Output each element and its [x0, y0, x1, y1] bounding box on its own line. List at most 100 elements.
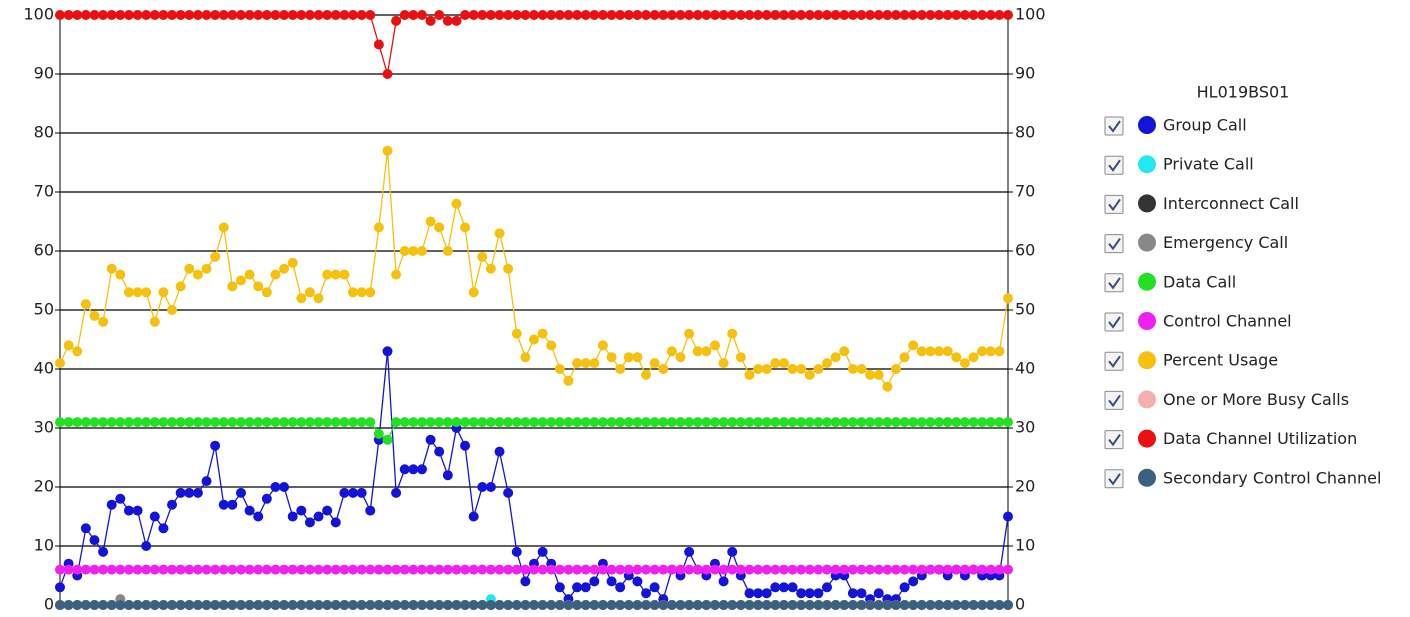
- data-point: [235, 600, 246, 610]
- legend-checkbox[interactable]: [1104, 116, 1124, 136]
- data-point: [80, 10, 91, 20]
- data-point: [899, 417, 910, 428]
- legend-item: One or More Busy Calls: [1104, 390, 1349, 410]
- data-point: [959, 564, 970, 575]
- data-point: [537, 10, 548, 20]
- data-point: [115, 269, 126, 280]
- y-tick-label: 90: [34, 64, 54, 83]
- legend-checkbox[interactable]: [1104, 430, 1124, 450]
- data-point: [494, 600, 505, 610]
- data-point: [615, 600, 626, 610]
- data-point: [615, 582, 626, 593]
- legend-checkbox[interactable]: [1104, 194, 1124, 214]
- data-point: [218, 10, 229, 20]
- data-point: [55, 600, 65, 610]
- legend-checkbox[interactable]: [1104, 469, 1124, 489]
- data-point: [313, 511, 324, 522]
- data-point: [89, 417, 100, 428]
- legend-checkbox[interactable]: [1104, 312, 1124, 332]
- data-point: [330, 564, 341, 575]
- data-point: [132, 10, 143, 20]
- y2-tick-label: 10: [1015, 536, 1035, 555]
- data-point: [839, 346, 850, 357]
- data-point: [72, 600, 83, 610]
- data-point: [322, 505, 333, 516]
- data-point: [279, 417, 290, 428]
- data-point: [89, 10, 100, 20]
- legend-label: Group Call: [1163, 116, 1247, 135]
- data-point: [192, 487, 203, 498]
- y-tick-label: 20: [34, 477, 54, 496]
- data-point: [399, 464, 410, 475]
- legend-checkbox[interactable]: [1104, 234, 1124, 254]
- data-point: [537, 328, 548, 339]
- data-point: [908, 340, 919, 351]
- data-point: [804, 369, 815, 380]
- data-point: [968, 564, 979, 575]
- data-point: [408, 246, 419, 256]
- data-point: [744, 10, 755, 20]
- legend-checkbox[interactable]: [1104, 390, 1124, 410]
- data-point: [442, 15, 453, 26]
- legend-swatch: [1138, 233, 1156, 252]
- data-point: [942, 600, 953, 610]
- data-point: [158, 564, 169, 575]
- data-point: [865, 600, 876, 610]
- legend-checkbox[interactable]: [1104, 273, 1124, 293]
- data-point: [460, 600, 471, 610]
- series: [55, 600, 1013, 610]
- data-point: [167, 10, 178, 20]
- data-point: [227, 499, 238, 510]
- data-point: [434, 417, 445, 428]
- data-point: [529, 334, 539, 345]
- data-point: [63, 340, 74, 351]
- data-point: [365, 600, 376, 610]
- data-point: [227, 10, 238, 20]
- data-point: [744, 417, 755, 428]
- data-point: [89, 564, 100, 575]
- data-point: [899, 600, 910, 610]
- data-point: [830, 10, 841, 20]
- data-point: [804, 588, 815, 599]
- data-point: [235, 417, 246, 428]
- data-point: [279, 600, 290, 610]
- data-point: [641, 369, 652, 380]
- data-point: [796, 417, 807, 428]
- data-point: [977, 600, 988, 610]
- data-point: [348, 487, 359, 498]
- data-point: [322, 564, 333, 575]
- legend-item: Private Call: [1104, 155, 1254, 175]
- data-point: [580, 10, 591, 20]
- data-point: [882, 10, 893, 20]
- data-point: [460, 222, 471, 233]
- data-point: [434, 564, 445, 575]
- data-point: [701, 600, 712, 610]
- data-point: [847, 600, 858, 610]
- data-point: [356, 417, 367, 428]
- y2-tick-label: 0: [1015, 595, 1025, 614]
- data-point: [684, 10, 695, 20]
- data-point: [485, 10, 496, 20]
- data-point: [942, 564, 953, 575]
- data-point: [63, 600, 74, 610]
- data-point: [606, 10, 617, 20]
- data-point: [727, 564, 738, 575]
- data-point: [468, 10, 479, 20]
- y2-tick-label: 90: [1015, 64, 1035, 83]
- legend-label: Interconnect Call: [1163, 194, 1299, 213]
- data-point: [554, 582, 565, 593]
- data-point: [709, 417, 720, 428]
- data-point: [106, 600, 117, 610]
- data-point: [856, 588, 867, 599]
- data-point: [606, 564, 617, 575]
- data-point: [623, 352, 634, 363]
- data-point: [494, 10, 505, 20]
- data-point: [701, 346, 712, 357]
- y2-tick-label: 80: [1015, 123, 1035, 142]
- legend-checkbox[interactable]: [1104, 351, 1124, 371]
- data-point: [235, 487, 246, 498]
- data-point: [261, 600, 272, 610]
- data-point: [649, 358, 660, 369]
- data-point: [994, 10, 1005, 20]
- legend-checkbox[interactable]: [1104, 155, 1124, 175]
